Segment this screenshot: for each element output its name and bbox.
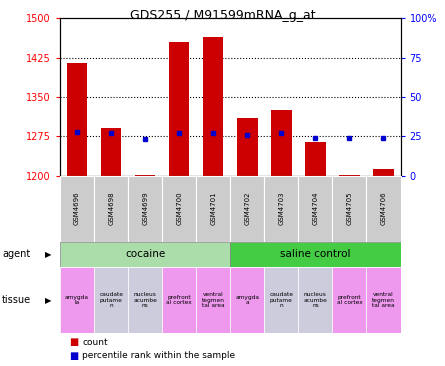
Bar	[128, 267, 162, 333]
Bar	[94, 267, 128, 333]
Bar	[196, 176, 231, 242]
Bar	[67, 63, 87, 176]
Text: GSM4698: GSM4698	[108, 192, 114, 225]
Text: cocaine: cocaine	[125, 249, 165, 259]
Text: ■: ■	[69, 337, 78, 347]
Text: nucleus
acumbe
ns: nucleus acumbe ns	[133, 292, 157, 308]
Bar	[299, 267, 332, 333]
Text: amygda
la: amygda la	[65, 295, 89, 305]
Bar	[271, 110, 291, 176]
Text: GSM4699: GSM4699	[142, 192, 148, 225]
Text: percentile rank within the sample: percentile rank within the sample	[82, 351, 235, 360]
Bar	[101, 128, 121, 176]
Bar	[264, 176, 299, 242]
Text: nucleus
acumbe
ns: nucleus acumbe ns	[303, 292, 328, 308]
Bar	[339, 175, 360, 176]
Text: agent: agent	[2, 249, 30, 259]
Text: tissue: tissue	[2, 295, 31, 305]
Bar	[231, 267, 264, 333]
Bar	[169, 42, 190, 176]
Text: caudate
putame
n: caudate putame n	[99, 292, 123, 308]
Bar	[94, 176, 128, 242]
Bar	[60, 176, 94, 242]
Text: ▶: ▶	[45, 296, 51, 305]
Text: prefront
al cortex: prefront al cortex	[166, 295, 192, 305]
Bar	[367, 267, 401, 333]
Bar	[60, 267, 94, 333]
Text: GSM4705: GSM4705	[347, 192, 352, 225]
Text: ▶: ▶	[45, 250, 51, 259]
Text: GSM4696: GSM4696	[74, 192, 80, 225]
Text: prefront
al cortex: prefront al cortex	[336, 295, 362, 305]
Bar	[231, 242, 400, 267]
Bar	[203, 37, 223, 176]
Bar	[196, 267, 231, 333]
Text: GSM4702: GSM4702	[244, 192, 250, 225]
Text: GSM4701: GSM4701	[210, 192, 216, 225]
Bar	[373, 169, 394, 176]
Bar	[264, 267, 299, 333]
Text: GDS255 / M91599mRNA_g_at: GDS255 / M91599mRNA_g_at	[129, 9, 316, 22]
Text: ventral
tegmen
tal area: ventral tegmen tal area	[372, 292, 395, 308]
Text: GSM4700: GSM4700	[176, 192, 182, 225]
Bar	[237, 118, 258, 176]
Bar	[162, 176, 196, 242]
Bar	[135, 175, 155, 176]
Text: amygda
a: amygda a	[235, 295, 259, 305]
Bar	[162, 267, 196, 333]
Bar	[299, 176, 332, 242]
Bar	[332, 176, 367, 242]
Bar	[332, 267, 367, 333]
Text: count: count	[82, 338, 108, 347]
Text: GSM4706: GSM4706	[380, 192, 386, 225]
Bar	[305, 142, 326, 176]
Text: saline control: saline control	[280, 249, 351, 259]
Bar	[128, 176, 162, 242]
Bar	[367, 176, 401, 242]
Text: caudate
putame
n: caudate putame n	[269, 292, 293, 308]
Text: GSM4703: GSM4703	[279, 192, 284, 225]
Text: ■: ■	[69, 351, 78, 361]
Text: ventral
tegmen
tal area: ventral tegmen tal area	[202, 292, 225, 308]
Bar	[60, 242, 231, 267]
Bar	[231, 176, 264, 242]
Text: GSM4704: GSM4704	[312, 192, 318, 225]
